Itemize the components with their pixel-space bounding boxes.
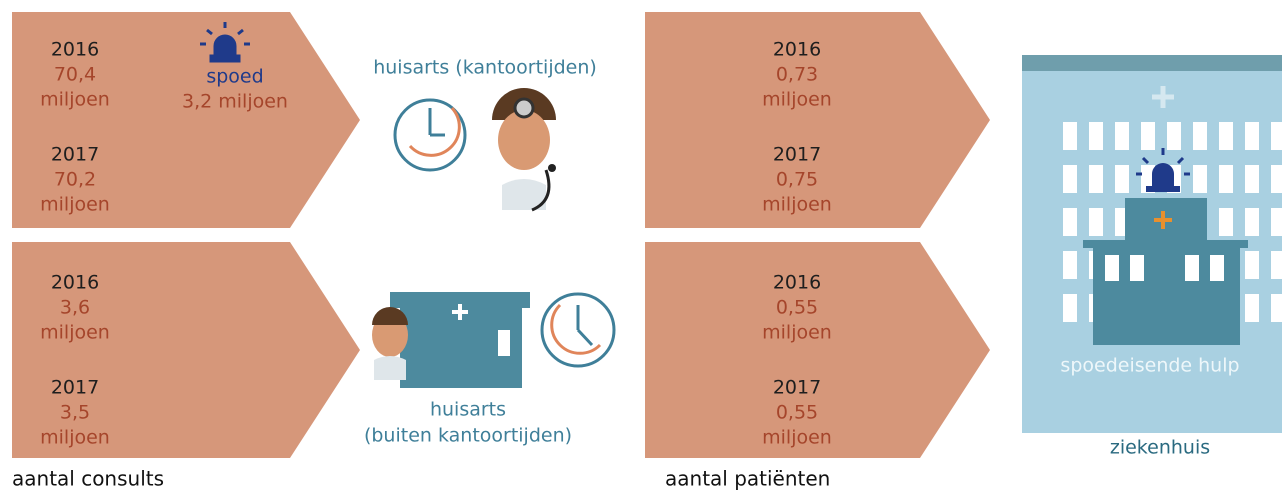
year: 2016 [773,272,821,294]
window [1089,165,1103,193]
unit: miljoen [40,89,110,111]
window [1271,165,1282,193]
after-hours-title: (buiten kantoortijden) [364,425,572,447]
year: 2017 [51,377,99,399]
window [1193,122,1207,150]
value: 70,2 [54,169,96,191]
window [1245,208,1259,236]
spoed-label: spoed [206,66,263,88]
window [1063,122,1077,150]
window [1089,122,1103,150]
year: 2017 [51,144,99,166]
window [1063,294,1077,322]
window [1219,122,1233,150]
department: spoedeisende hulp [1060,355,1239,377]
office-title: huisarts (kantoortijden) [373,57,597,79]
clock-icon [395,100,465,170]
doctor-icon [492,88,556,210]
unit: miljoen [762,427,832,449]
section-label: aantal patiënten [665,467,830,491]
window [1141,122,1155,150]
window [1115,122,1129,150]
hospital-label: ziekenhuis [1110,437,1210,459]
window [1063,208,1077,236]
year: 2017 [773,377,821,399]
year: 2017 [773,144,821,166]
value: 70,4 [54,64,96,86]
year: 2016 [773,39,821,61]
year: 2016 [51,272,99,294]
window [1193,165,1207,193]
window [1271,294,1282,322]
window [1219,165,1233,193]
value: 0,73 [776,64,818,86]
window [1115,165,1129,193]
year: 2016 [51,39,99,61]
window [1271,251,1282,279]
window [1271,122,1282,150]
window [1245,251,1259,279]
unit: miljoen [762,322,832,344]
value: 0,75 [776,169,818,191]
window [1271,208,1282,236]
window [1245,165,1259,193]
window [1219,208,1233,236]
arrows [12,12,990,458]
value: 0,55 [776,297,818,319]
value: 0,55 [776,402,818,424]
value: 3,6 [60,297,90,319]
window [1245,294,1259,322]
unit: miljoen [40,322,110,344]
window [1063,251,1077,279]
practice-icon [372,292,614,388]
window [1063,165,1077,193]
unit: miljoen [40,427,110,449]
value: 3,5 [60,402,90,424]
window [1245,122,1259,150]
window [1089,208,1103,236]
section-label: aantal consults [12,467,164,491]
infographic: spoed 3,2 miljoen huisarts (kantoortijde… [0,0,1282,492]
after-hours-title: huisarts [430,399,506,421]
window [1167,122,1181,150]
unit: miljoen [762,89,832,111]
unit: miljoen [762,194,832,216]
unit: miljoen [40,194,110,216]
spoed-value: 3,2 miljoen [182,91,288,113]
